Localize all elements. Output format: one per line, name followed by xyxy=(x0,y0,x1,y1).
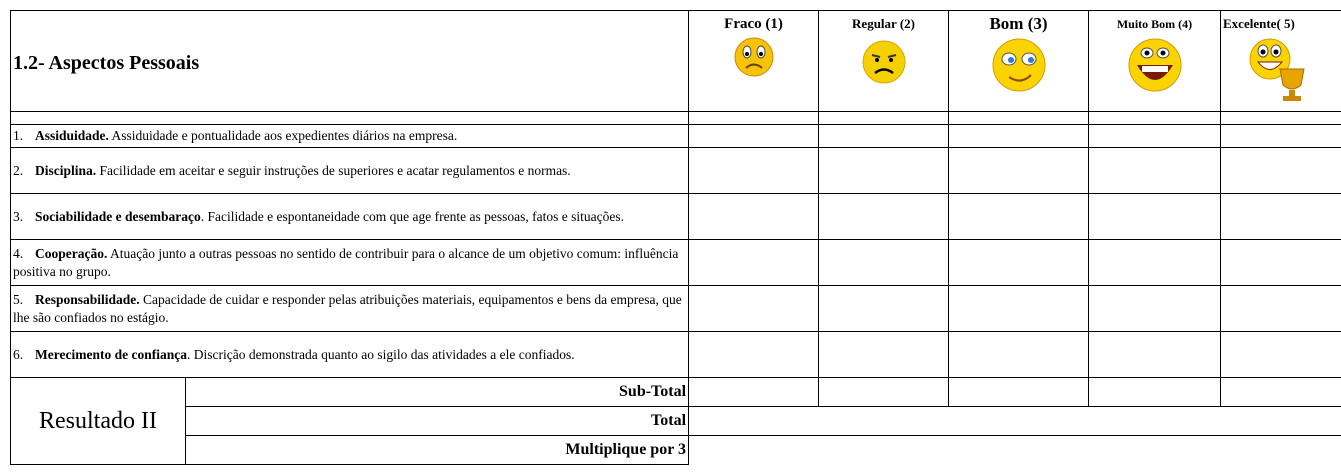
subtotal-text: Sub-Total xyxy=(619,383,687,400)
score-cell xyxy=(688,285,820,332)
score-cell xyxy=(1220,124,1341,148)
score-cell xyxy=(818,331,950,378)
criteria-cell: 5. Responsabilidade. Capacidade de cuidar… xyxy=(9,285,690,332)
face-icon xyxy=(862,40,906,84)
row-text: . Facilidade e espontaneidade com que ag… xyxy=(200,208,624,224)
score-cell xyxy=(1088,124,1222,148)
column-label: Bom (3) xyxy=(989,14,1048,33)
score-cell xyxy=(948,239,1090,286)
score-cell xyxy=(948,285,1090,332)
score-cell xyxy=(1220,331,1341,378)
row-number: 1. xyxy=(13,128,24,143)
column-header: Bom (3) xyxy=(948,10,1090,112)
total-label: Total xyxy=(184,406,690,436)
score-cell xyxy=(1220,239,1341,286)
score-cell xyxy=(1088,147,1222,194)
face-icon xyxy=(734,37,774,77)
column-header: Fraco (1) xyxy=(688,10,820,112)
score-cell xyxy=(818,285,950,332)
row-text: Assiduidade e pontualidade aos expedient… xyxy=(108,128,458,143)
section-title: 1.2- Aspectos Pessoais xyxy=(9,10,690,112)
score-cell xyxy=(818,239,950,286)
score-cell xyxy=(948,147,1090,194)
row-title: Cooperação. xyxy=(35,245,108,261)
total-text: Total xyxy=(651,412,687,429)
score-cell xyxy=(948,331,1090,378)
row-number: 3. xyxy=(13,208,24,224)
row-title: Responsabilidade. xyxy=(35,291,140,307)
criteria-row: 1. Assiduidade. Assiduidade e pontualidad… xyxy=(9,124,1341,148)
result-text: Resultado II xyxy=(39,408,157,434)
row-number: 6. xyxy=(13,346,24,362)
result-label: Resultado II xyxy=(10,377,186,465)
row-text: . Discrição demonstrada quanto ao sigilo… xyxy=(186,346,575,362)
row-title: Assiduidade. xyxy=(35,128,109,143)
row-text: Atuação junto a outras pessoas no sentid… xyxy=(13,245,679,279)
multiply-label: Multiplique por 3 xyxy=(184,435,690,465)
title-text: 1.2- Aspectos Pessoais xyxy=(13,52,200,74)
score-cell xyxy=(818,193,950,240)
score-cell xyxy=(818,124,950,148)
row-title: Merecimento de confiança xyxy=(35,346,187,362)
criteria-cell: 1. Assiduidade. Assiduidade e pontualidad… xyxy=(9,124,690,148)
column-label: Fraco (1) xyxy=(724,16,783,32)
score-cell xyxy=(948,193,1090,240)
criteria-cell: 2. Disciplina. Facilidade em aceitar e se… xyxy=(9,147,690,194)
score-cell xyxy=(688,193,820,240)
score-cell xyxy=(688,331,820,378)
score-cell xyxy=(1088,285,1222,332)
score-cell xyxy=(1220,193,1341,240)
criteria-row: 6. Merecimento de confiança. Discrição de… xyxy=(9,331,1341,378)
row-title: Sociabilidade e desembaraço xyxy=(35,208,201,224)
score-cell xyxy=(1088,239,1222,286)
evaluation-table: 1.2- Aspectos Pessoais Fraco (1) Regular… xyxy=(9,10,1341,465)
row-number: 4. xyxy=(13,245,24,261)
score-cell xyxy=(688,239,820,286)
criteria-cell: 4. Cooperação. Atuação junto a outras pes… xyxy=(9,239,690,286)
column-label: Excelente( 5) xyxy=(1223,16,1295,31)
criteria-cell: 3. Sociabilidade e desembaraço. Facilidad… xyxy=(9,193,690,240)
column-header: Regular (2) xyxy=(818,10,950,112)
criteria-row: 4. Cooperação. Atuação junto a outras pes… xyxy=(9,239,1341,286)
criteria-rows: 1. Assiduidade. Assiduidade e pontualidad… xyxy=(9,124,1341,378)
criteria-row: 5. Responsabilidade. Capacidade de cuidar… xyxy=(9,285,1341,332)
row-number: 2. xyxy=(13,162,24,178)
row-text: Capacidade de cuidar e responder pelas a… xyxy=(13,291,682,325)
row-number: 5. xyxy=(13,291,24,307)
row-title: Disciplina. xyxy=(35,162,97,178)
multiply-text: Multiplique por 3 xyxy=(565,441,687,458)
column-label: Muito Bom (4) xyxy=(1116,17,1193,31)
face-icon xyxy=(1249,38,1305,101)
column-header: Excelente( 5) xyxy=(1220,10,1341,112)
score-cell xyxy=(1220,147,1341,194)
score-cell xyxy=(1088,193,1222,240)
criteria-row: 2. Disciplina. Facilidade em aceitar e se… xyxy=(9,147,1341,194)
spacer-row xyxy=(9,111,1341,125)
face-icon xyxy=(992,38,1046,92)
row-text: Facilidade em aceitar e seguir instruçõe… xyxy=(96,162,571,178)
face-icon xyxy=(1128,38,1182,92)
score-cell xyxy=(818,147,950,194)
score-cell xyxy=(688,124,820,148)
column-label: Regular (2) xyxy=(852,16,915,31)
score-cell xyxy=(688,147,820,194)
subtotal-label: Sub-Total xyxy=(184,377,690,407)
criteria-cell: 6. Merecimento de confiança. Discrição de… xyxy=(9,331,690,378)
score-cell xyxy=(948,124,1090,148)
criteria-row: 3. Sociabilidade e desembaraço. Facilidad… xyxy=(9,193,1341,240)
score-cell xyxy=(1088,331,1222,378)
score-cell xyxy=(1220,285,1341,332)
column-header: Muito Bom (4) xyxy=(1088,10,1222,112)
